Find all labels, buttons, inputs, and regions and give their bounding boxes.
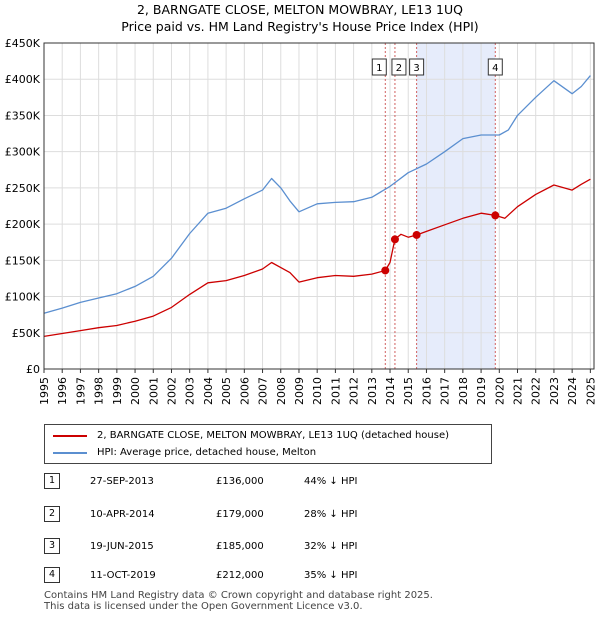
transaction-price: £212,000 bbox=[216, 570, 264, 581]
transaction-row: 1 27-SEP-2013 £136,000 44% ↓ HPI bbox=[44, 472, 544, 492]
x-tick-label: 2006 bbox=[238, 377, 251, 405]
transaction-number: 3 bbox=[44, 538, 60, 554]
x-tick-label: 2023 bbox=[548, 377, 561, 405]
transaction-date: 19-JUN-2015 bbox=[90, 541, 154, 552]
legend-hpi-label: HPI: Average price, detached house, Melt… bbox=[97, 447, 317, 458]
x-tick-label: 1998 bbox=[93, 377, 106, 405]
x-tick-label: 2019 bbox=[475, 377, 488, 405]
transaction-price: £185,000 bbox=[216, 541, 264, 552]
price-chart: £0 £50K £100K £150K £200K £250K £300K £350K £400… bbox=[5, 37, 598, 405]
transaction-hpi: 35% ↓ HPI bbox=[304, 570, 358, 581]
y-tick-label: £250K bbox=[5, 182, 41, 195]
x-tick-label: 2014 bbox=[384, 377, 397, 405]
x-tick-label: 2009 bbox=[293, 377, 306, 405]
plot-border bbox=[43, 42, 595, 370]
sale-point bbox=[412, 230, 421, 239]
x-tick-label: 2012 bbox=[348, 377, 361, 405]
annotation-label: 2 bbox=[396, 63, 402, 74]
sale-point bbox=[381, 266, 390, 275]
x-tick-label: 2004 bbox=[202, 377, 215, 405]
transaction-number: 2 bbox=[44, 506, 60, 522]
price-paid-line bbox=[43, 178, 591, 338]
sale-point bbox=[491, 211, 500, 220]
x-tick-label: 1996 bbox=[56, 377, 69, 405]
transaction-price: £136,000 bbox=[216, 476, 264, 487]
x-tick-label: 2002 bbox=[165, 377, 178, 405]
transaction-hpi: 28% ↓ HPI bbox=[304, 509, 358, 520]
x-tick-label: 2020 bbox=[493, 377, 506, 405]
x-tick-label: 2003 bbox=[184, 377, 197, 405]
transaction-row: 4 11-OCT-2019 £212,000 35% ↓ HPI bbox=[44, 566, 544, 586]
annotation-box bbox=[391, 58, 407, 76]
annotation-box bbox=[487, 58, 503, 76]
annotation-label: 4 bbox=[492, 63, 498, 74]
transaction-number: 1 bbox=[44, 473, 60, 489]
legend-price-swatch bbox=[53, 435, 87, 437]
x-tick-label: 2005 bbox=[220, 377, 233, 405]
x-tick-label: 2000 bbox=[129, 377, 142, 405]
y-tick-label: £300K bbox=[5, 146, 41, 159]
x-tick-label: 2022 bbox=[530, 377, 543, 405]
transaction-row: 2 10-APR-2014 £179,000 28% ↓ HPI bbox=[44, 505, 544, 525]
transaction-hpi: 32% ↓ HPI bbox=[304, 541, 358, 552]
annotation-box bbox=[409, 58, 425, 76]
legend: 2, BARNGATE CLOSE, MELTON MOWBRAY, LE13 … bbox=[44, 424, 492, 464]
x-tick-label: 1999 bbox=[111, 377, 124, 405]
annotation-box bbox=[371, 58, 387, 76]
x-tick-label: 2017 bbox=[439, 377, 452, 405]
y-tick-label: £350K bbox=[5, 109, 41, 122]
y-tick-label: £150K bbox=[5, 254, 41, 267]
x-tick-label: 1997 bbox=[74, 377, 87, 405]
x-tick-label: 2024 bbox=[566, 377, 579, 405]
legend-price-label: 2, BARNGATE CLOSE, MELTON MOWBRAY, LE13 … bbox=[97, 430, 450, 441]
x-tick-label: 2013 bbox=[366, 377, 379, 405]
x-tick-label: 2018 bbox=[457, 377, 470, 405]
x-tick-label: 2001 bbox=[147, 377, 160, 405]
y-tick-label: £400K bbox=[5, 73, 41, 86]
shaded-range bbox=[416, 43, 496, 369]
sale-point bbox=[390, 235, 399, 244]
x-tick-label: 2011 bbox=[329, 377, 342, 405]
annotation-label: 3 bbox=[413, 63, 419, 74]
transaction-number: 4 bbox=[44, 567, 60, 583]
transaction-row: 3 19-JUN-2015 £185,000 32% ↓ HPI bbox=[44, 537, 544, 557]
transaction-date: 27-SEP-2013 bbox=[90, 476, 154, 487]
x-tick-label: 2015 bbox=[402, 377, 415, 405]
chart-title-line1: 2, BARNGATE CLOSE, MELTON MOWBRAY, LE13 … bbox=[136, 2, 463, 17]
legend-hpi-swatch bbox=[53, 452, 87, 454]
x-tick-label: 2021 bbox=[512, 377, 525, 405]
hpi-line bbox=[43, 75, 591, 314]
y-tick-label: £50K bbox=[12, 327, 41, 340]
chart-title-line2: Price paid vs. HM Land Registry's House … bbox=[121, 19, 479, 34]
footer-copyright: Contains HM Land Registry data © Crown c… bbox=[44, 590, 433, 601]
x-tick-label: 2008 bbox=[275, 377, 288, 405]
y-tick-label: £200K bbox=[5, 218, 41, 231]
x-tick-label: 2016 bbox=[420, 377, 433, 405]
transaction-date: 11-OCT-2019 bbox=[90, 570, 156, 581]
x-tick-label: 1995 bbox=[38, 377, 51, 405]
transaction-date: 10-APR-2014 bbox=[90, 509, 155, 520]
transaction-price: £179,000 bbox=[216, 509, 264, 520]
y-tick-label: £450K bbox=[5, 37, 41, 50]
x-tick-label: 2010 bbox=[311, 377, 324, 405]
y-tick-label: £100K bbox=[5, 291, 41, 304]
transaction-hpi: 44% ↓ HPI bbox=[304, 476, 358, 487]
plot-background bbox=[44, 43, 594, 369]
footer-licence: This data is licensed under the Open Gov… bbox=[44, 601, 363, 612]
x-tick-label: 2025 bbox=[584, 377, 597, 405]
x-tick-label: 2007 bbox=[257, 377, 270, 405]
y-tick-label: £0 bbox=[26, 363, 40, 376]
annotation-label: 1 bbox=[376, 63, 382, 74]
